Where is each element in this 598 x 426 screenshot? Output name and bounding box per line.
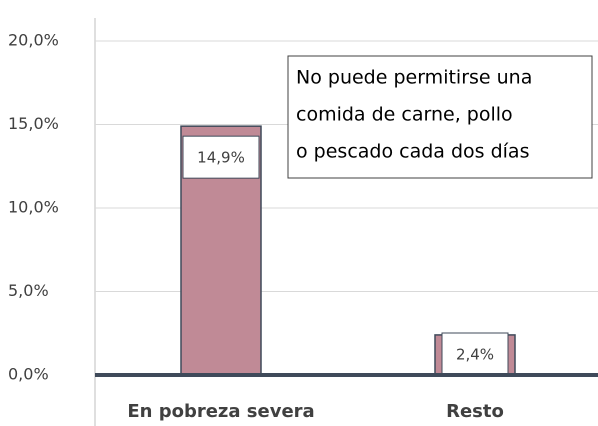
y-tick-label: 15,0% (8, 114, 59, 133)
annotation-text: No puede permitirse una (296, 67, 532, 89)
value-label-box (182, 135, 260, 179)
annotation-text: comida de carne, pollo (296, 104, 513, 126)
annotation-box (287, 55, 593, 179)
annotation-text: o pescado cada dos días (296, 141, 529, 163)
value-label: 2,4% (456, 346, 494, 364)
value-label-box (441, 332, 509, 376)
x-tick-label: Resto (446, 401, 504, 422)
y-tick-label: 20,0% (8, 31, 59, 50)
y-tick-label: 10,0% (8, 198, 59, 217)
value-label: 14,9% (197, 149, 245, 167)
x-tick-label: En pobreza severa (127, 401, 314, 422)
y-tick-label: 0,0% (8, 365, 49, 384)
y-tick-label: 5,0% (8, 281, 49, 300)
